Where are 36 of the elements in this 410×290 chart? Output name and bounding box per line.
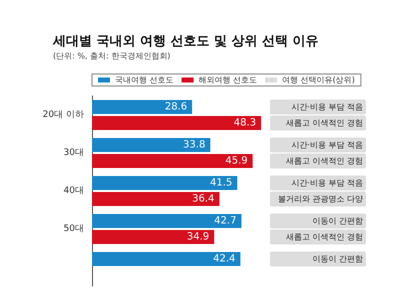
bar <box>92 214 242 228</box>
bar <box>92 252 240 266</box>
data-label: 48.3 <box>234 118 256 129</box>
y-tick-label: 50대 <box>64 224 84 234</box>
data-label: 42.7 <box>214 215 236 226</box>
y-tick-label: 20대 이하 <box>42 110 84 120</box>
text: 이동이 간편함 <box>312 254 363 264</box>
text: 볼거리와 관광명소 다양 <box>278 194 363 204</box>
bar <box>92 116 262 130</box>
bar <box>92 192 220 206</box>
text: 시간·비용 부담 적음 <box>291 178 363 188</box>
data-label: 28.6 <box>164 101 188 112</box>
bar <box>92 230 214 244</box>
data-label: 33.8 <box>183 139 206 150</box>
legend-label: 국내여행 선호도 <box>115 76 174 84</box>
data-label: 34.9 <box>186 232 210 243</box>
bar <box>92 154 253 168</box>
data-label: 42.4 <box>213 253 236 264</box>
bar <box>92 138 210 152</box>
bar <box>92 100 192 114</box>
y-tick-label: 40대 <box>64 186 84 196</box>
chart-subtitle: (단위: %, 출처: 한국경제인협회) <box>53 52 170 60</box>
chart-title: 세대별 국내외 여행 선호도 및 상위 선택 이유 <box>52 34 319 49</box>
text: 시간·비용 부담 적음 <box>291 102 363 112</box>
data-label: 36.4 <box>192 194 214 205</box>
text: 새롭고 이색적인 경험 <box>286 118 363 128</box>
legend-label: 해외여행 선호도 <box>198 76 258 84</box>
text: 이동이 간편함 <box>312 216 363 226</box>
text: 새롭고 이색적인 경험 <box>286 156 363 166</box>
text: 시간·비용 부담 적음 <box>291 140 363 150</box>
bar <box>92 176 238 190</box>
legend-label: 여행 선택이유(상위) <box>282 76 355 84</box>
data-label: 41.5 <box>210 177 232 188</box>
y-tick-label: 30대 <box>64 148 84 158</box>
text: 새롭고 이색적인 경험 <box>286 232 363 242</box>
data-label: 45.9 <box>225 156 248 167</box>
